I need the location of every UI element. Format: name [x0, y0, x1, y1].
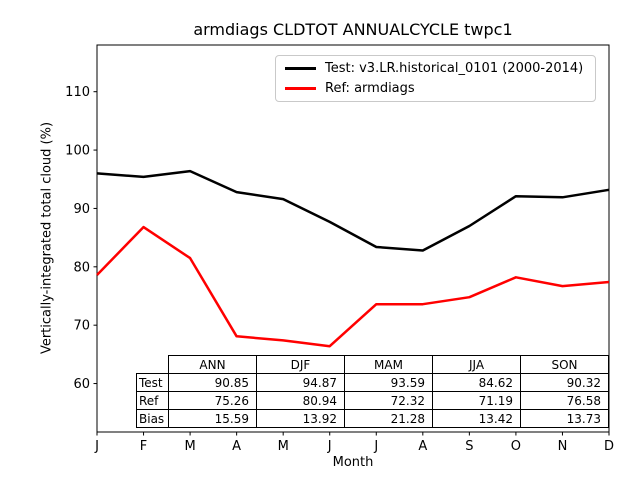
x-tick-label: M [278, 439, 289, 454]
stats-table-cell: 71.19 [432, 391, 521, 410]
x-axis-label: Month [332, 455, 374, 470]
stats-table-cell: 13.92 [256, 409, 345, 428]
legend-label-test: Test: v3.LR.historical_0101 (2000-2014) [325, 61, 584, 76]
legend-entry-ref: Ref: armdiags [285, 81, 595, 96]
stats-table-cell: 76.58 [520, 391, 609, 410]
x-tick-label: J [94, 439, 99, 454]
axes-spines [96, 44, 610, 433]
test-series-line [96, 169, 610, 252]
x-tick-label: O [511, 439, 521, 454]
y-tick-label: 80 [73, 260, 90, 275]
stats-table-cell: 84.62 [432, 373, 521, 392]
stats-table-row-label: Ref [136, 391, 169, 410]
y-tick-label: 90 [73, 202, 90, 217]
x-tick-label: D [604, 439, 614, 454]
stats-table-cell: 94.87 [256, 373, 345, 392]
ref-series-line [96, 225, 610, 348]
stats-table-row-label: Bias [136, 409, 169, 428]
stats-table-row-label: Test [136, 373, 169, 392]
stats-table-cell: 15.59 [168, 409, 257, 428]
y-axis-label: Vertically-integrated total cloud (%) [39, 121, 55, 355]
stats-table-column-header: ANN [168, 355, 257, 374]
x-tick-label: S [465, 439, 473, 454]
stats-table-cell: 90.32 [520, 373, 609, 392]
stats-table-column-header: DJF [256, 355, 345, 374]
stats-table-row: Test 90.85 94.87 93.59 84.62 90.32 [136, 373, 609, 392]
ref-line-sample [285, 87, 316, 90]
stats-table-cell: 72.32 [344, 391, 433, 410]
x-tick-label: J [327, 439, 332, 454]
chart-title: armdiags CLDTOT ANNUALCYCLE twpc1 [193, 20, 513, 39]
stats-table-column-header: MAM [344, 355, 433, 374]
x-tick-label: J [373, 439, 378, 454]
stats-table-row: Bias 15.59 13.92 21.28 13.42 13.73 [136, 409, 609, 428]
x-tick-label: A [418, 439, 427, 454]
stats-table-header-row: ANN DJF MAM JJA SON [137, 355, 609, 374]
stats-table-cell: 75.26 [168, 391, 257, 410]
test-line-sample [285, 67, 316, 70]
legend-label-ref: Ref: armdiags [325, 81, 415, 96]
x-tick-label: F [140, 439, 147, 454]
y-tick-label: 110 [65, 85, 90, 100]
stats-table-corner [137, 356, 169, 374]
stats-table-cell: 90.85 [168, 373, 257, 392]
stats-table-row: Ref 75.26 80.94 72.32 71.19 76.58 [136, 391, 609, 410]
y-tick-label: 60 [73, 377, 90, 392]
stats-table-cell: 93.59 [344, 373, 433, 392]
y-tick-label: 70 [73, 319, 90, 334]
stats-table-cell: 13.73 [520, 409, 609, 428]
legend: Test: v3.LR.historical_0101 (2000-2014) … [275, 55, 596, 102]
stats-table-column-header: SON [520, 355, 609, 374]
stats-table-column-header: JJA [432, 355, 521, 374]
stats-table-cell: 80.94 [256, 391, 345, 410]
legend-entry-test: Test: v3.LR.historical_0101 (2000-2014) [285, 61, 595, 76]
x-tick-label: A [232, 439, 241, 454]
stats-table-cell: 21.28 [344, 409, 433, 428]
y-tick-label: 100 [65, 144, 90, 159]
x-tick-label: N [558, 439, 568, 454]
stats-table-cell: 13.42 [432, 409, 521, 428]
x-tick-label: M [184, 439, 195, 454]
stats-table: ANN DJF MAM JJA SON Test 90.85 94.87 93.59 84.62 9… [136, 355, 609, 428]
